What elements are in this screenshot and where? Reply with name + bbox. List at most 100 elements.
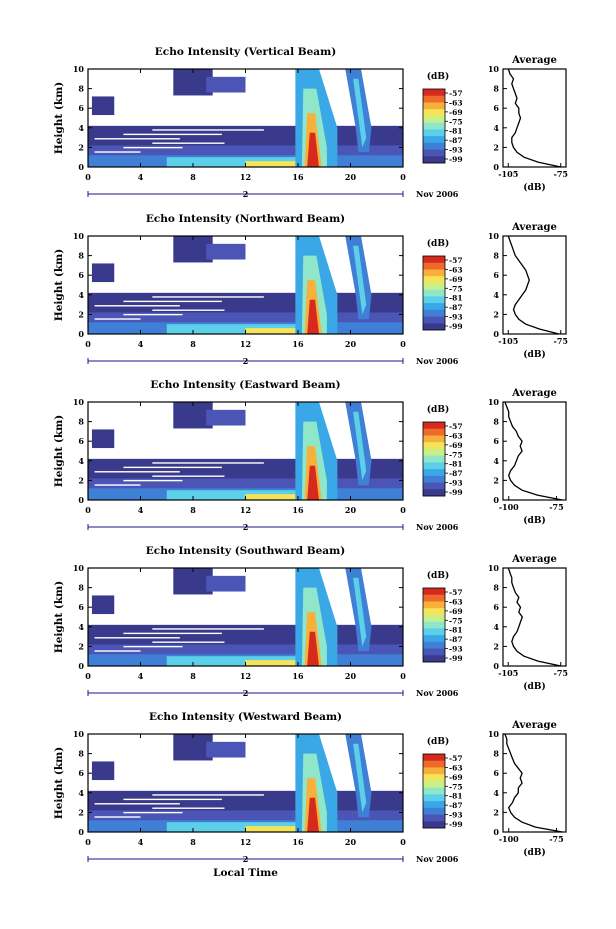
average-profile-line: [507, 235, 560, 335]
colorbar-tick-label: -63: [449, 431, 463, 440]
colorbar-swatch: [423, 309, 445, 317]
colorbar-frame: [422, 255, 446, 331]
date-marker: 2: [243, 189, 249, 199]
average-y-tick-label: 4: [493, 788, 499, 798]
x-tick-label: 20: [345, 172, 357, 182]
x-tick-label: 0: [400, 339, 406, 349]
average-title: Average: [511, 222, 557, 233]
x-tick-label: 0: [85, 837, 91, 847]
colorbar-swatch: [423, 136, 445, 144]
colorbar-tick-label: -93: [449, 479, 463, 488]
average-y-tick-label: 8: [493, 251, 499, 261]
x-tick-label: 20: [345, 671, 357, 681]
colorbar-tick-label: -69: [449, 108, 463, 117]
date-label: Nov 2006: [416, 688, 459, 698]
echo-patch: [206, 575, 246, 592]
x-tick-label: 16: [292, 837, 304, 847]
average-x-tick-label: -75: [554, 668, 568, 678]
x-tick-label: 0: [400, 671, 406, 681]
x-tick-label: 16: [292, 671, 304, 681]
colorbar-swatch: [423, 475, 445, 483]
colorbar-swatch: [423, 276, 445, 284]
x-tick-label: 12: [240, 339, 251, 349]
average-profile-line: [504, 733, 563, 833]
colorbar-tick-label: -99: [449, 820, 463, 829]
heatmap-field: [88, 69, 403, 167]
colorbar-swatch: [423, 435, 445, 443]
average-profile-line: [504, 401, 563, 501]
average-y-tick-label: 0: [493, 162, 499, 172]
y-tick-label: 2: [78, 807, 84, 817]
y-axis-label: Height (km): [53, 82, 65, 154]
y-tick-label: 2: [78, 309, 84, 319]
y-tick-label: 2: [78, 641, 84, 651]
colorbar-swatch: [423, 149, 445, 157]
average-x-tick-label: -100: [499, 834, 519, 844]
y-axis-label: Height (km): [53, 415, 65, 487]
x-tick-label: 12: [240, 505, 251, 515]
average-x-tick-label: -75: [554, 169, 568, 179]
colorbar-tick-label: -69: [449, 275, 463, 284]
average-y-tick-label: 4: [493, 622, 499, 632]
colorbar-tick-label: -81: [449, 294, 463, 303]
date-label: Nov 2006: [416, 356, 459, 366]
colorbar-tick-label: -99: [449, 322, 463, 331]
colorbar-tick-label: -63: [449, 265, 463, 274]
average-y-tick-label: 6: [493, 768, 499, 778]
echo-patch: [91, 761, 115, 781]
echo-patch: [91, 595, 115, 615]
colorbar-swatch: [423, 601, 445, 609]
echo-gap: [123, 300, 222, 303]
y-tick-label: 10: [73, 729, 85, 739]
colorbar-swatch: [423, 594, 445, 602]
colorbar-tick-label: -81: [449, 127, 463, 136]
average-y-tick-label: 0: [493, 827, 499, 837]
average-y-tick-label: 4: [493, 123, 499, 133]
y-tick-label: 6: [78, 768, 84, 778]
y-tick-label: 0: [78, 162, 84, 172]
secondary-plume-core: [353, 78, 367, 148]
secondary-plume-core: [353, 743, 367, 813]
y-tick-label: 8: [78, 251, 84, 261]
colorbar-swatch: [423, 760, 445, 768]
colorbar-swatch: [423, 754, 445, 762]
y-tick-label: 4: [78, 788, 84, 798]
echo-layer-surface-peak: [245, 328, 298, 334]
y-tick-label: 0: [78, 495, 84, 505]
colorbar-tick-label: -69: [449, 441, 463, 450]
colorbar-tick-label: -57: [449, 89, 463, 98]
average-y-tick-label: 6: [493, 103, 499, 113]
heatmap-field: [88, 402, 403, 500]
average-title: Average: [511, 388, 557, 399]
y-tick-label: 0: [78, 329, 84, 339]
colorbar-swatch: [423, 635, 445, 643]
colorbar-tick-label: -87: [449, 801, 463, 810]
colorbar-swatch: [423, 482, 445, 490]
x-axis-label: Local Time: [213, 867, 278, 879]
panel-title: Echo Intensity (Southward Beam): [146, 545, 345, 557]
y-tick-label: 8: [78, 583, 84, 593]
x-tick-label: 4: [138, 339, 144, 349]
echo-gap: [94, 318, 141, 320]
x-tick-label: 0: [85, 505, 91, 515]
y-tick-label: 2: [78, 142, 84, 152]
x-tick-label: 16: [292, 339, 304, 349]
colorbar-frame: [422, 421, 446, 497]
panel-0: Echo Intensity (Vertical Beam) Height (km…: [53, 46, 568, 199]
echo-gap: [152, 794, 264, 796]
average-x-label: (dB): [523, 681, 545, 692]
heatmap-field: [88, 568, 403, 666]
colorbar-tick-label: -75: [449, 284, 463, 293]
average-y-tick-label: 10: [488, 231, 500, 241]
colorbar-swatch: [423, 794, 445, 802]
colorbar-swatch: [423, 303, 445, 311]
colorbar-swatch: [423, 588, 445, 596]
average-x-tick-label: -75: [549, 502, 563, 512]
echo-patch: [206, 243, 246, 260]
x-tick-label: 16: [292, 505, 304, 515]
colorbar-swatch: [423, 109, 445, 117]
colorbar-tick-label: -57: [449, 754, 463, 763]
date-marker: 2: [243, 356, 249, 366]
colorbar-swatch: [423, 814, 445, 822]
y-tick-label: 8: [78, 417, 84, 427]
